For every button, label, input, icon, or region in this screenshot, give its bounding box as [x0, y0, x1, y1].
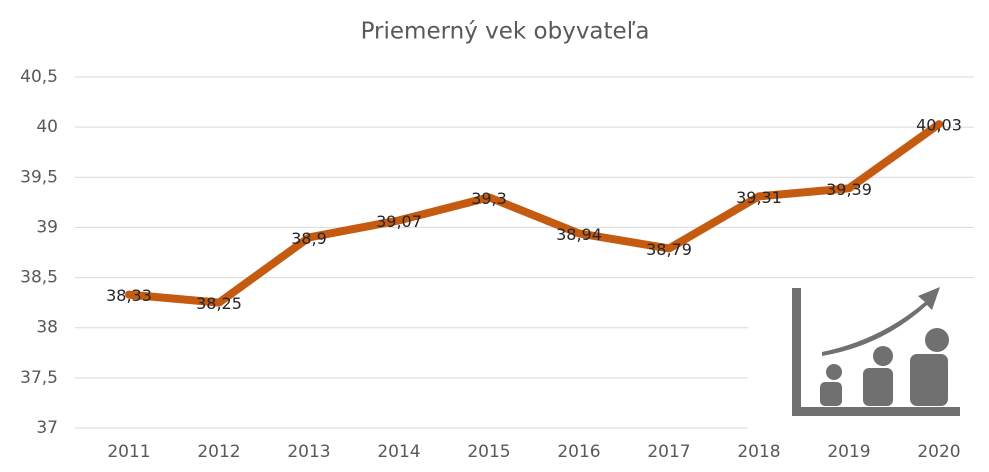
icon-body: [820, 382, 842, 406]
data-label: 38,9: [291, 229, 327, 248]
icon-axis: [792, 407, 960, 416]
y-tick-label: 37,5: [20, 368, 58, 388]
x-tick-label: 2019: [827, 442, 870, 462]
icon-head: [873, 346, 893, 366]
icon-body: [910, 354, 948, 406]
x-tick-label: 2012: [197, 442, 240, 462]
data-label: 39,39: [826, 180, 872, 199]
data-label: 38,33: [106, 286, 152, 305]
x-tick-label: 2017: [647, 442, 690, 462]
data-label: 39,07: [376, 212, 422, 231]
data-label: 38,94: [556, 225, 602, 244]
icon-head: [925, 328, 949, 352]
grid: [75, 76, 974, 429]
y-tick-label: 40,5: [20, 67, 58, 87]
icon-head: [826, 364, 842, 380]
y-tick-label: 38,5: [20, 268, 58, 288]
y-tick-label: 38: [36, 318, 58, 338]
y-tick-label: 37: [36, 418, 58, 438]
y-tick-label: 40: [36, 117, 58, 137]
x-tick-label: 2014: [377, 442, 420, 462]
chart-title: Priemerný vek obyvateľa: [361, 19, 650, 45]
x-tick-label: 2011: [107, 442, 150, 462]
data-label: 38,25: [196, 294, 242, 313]
y-tick-label: 39,5: [20, 167, 58, 187]
data-label: 40,03: [916, 116, 962, 135]
aging-icon: [748, 282, 978, 442]
icon-arrow: [822, 287, 940, 356]
data-label: 39,3: [471, 189, 507, 208]
x-tick-label: 2016: [557, 442, 600, 462]
x-tick-label: 2015: [467, 442, 510, 462]
y-tick-label: 39: [36, 217, 58, 237]
x-tick-label: 2013: [287, 442, 330, 462]
series-line: [125, 120, 943, 307]
icon-body: [863, 368, 893, 406]
x-tick-label: 2020: [917, 442, 960, 462]
icon-axis: [792, 288, 801, 416]
data-label: 38,79: [646, 240, 692, 259]
x-tick-label: 2018: [737, 442, 780, 462]
data-label: 39,31: [736, 188, 782, 207]
